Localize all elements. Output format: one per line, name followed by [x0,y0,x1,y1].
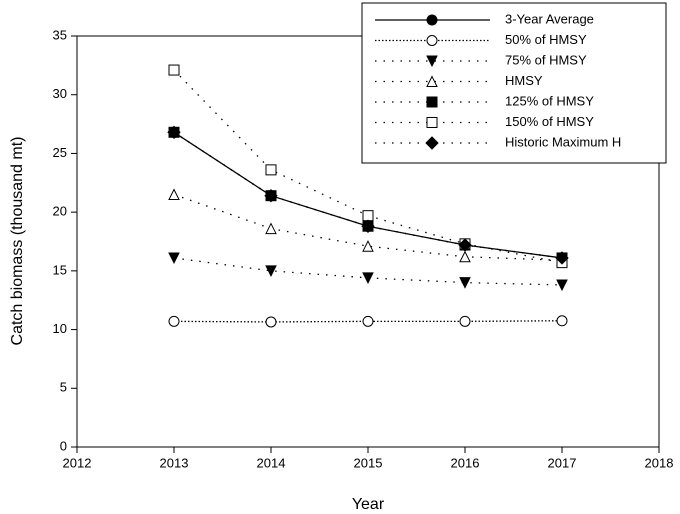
y-tick-label: 30 [53,86,67,101]
x-tick-label: 2016 [451,455,480,470]
legend-label: 125% of HMSY [505,93,594,108]
series-line [173,131,563,259]
legend-label: 150% of HMSY [505,114,594,129]
legend-marker [426,96,438,108]
legend-box [361,2,667,164]
marker [459,315,471,327]
marker [556,279,568,292]
y-tick-label: 35 [53,27,67,42]
x-tick-label: 2013 [160,455,189,470]
y-tick-label: 25 [53,145,67,160]
marker [555,251,569,265]
marker [556,315,568,327]
legend-marker [426,75,438,87]
y-axis-title: Catch biomass (thousand mt) [9,137,26,346]
marker [362,210,374,222]
x-tick-label: 2015 [354,455,383,470]
legend-label: 3-Year Average [505,11,594,26]
x-tick-label: 2018 [645,455,674,470]
series-line [173,193,563,261]
y-tick-label: 0 [60,438,67,453]
y-tick-label: 10 [53,321,67,336]
marker [362,315,374,327]
legend-label: HMSY [505,73,543,88]
legend-label: 75% of HMSY [505,52,587,67]
legend-marker [426,55,438,68]
marker [362,272,374,285]
marker [168,64,180,76]
marker [265,164,277,176]
legend-marker [426,14,438,26]
marker [265,316,277,328]
y-tick-label: 15 [53,262,67,277]
marker [362,240,374,252]
series-line [173,320,563,323]
legend-label: Historic Maximum H [505,134,621,149]
marker [361,219,375,233]
marker [265,222,277,235]
marker [168,188,180,201]
legend-marker [426,35,438,46]
marker [167,125,181,139]
legend-label: 50% of HMSY [505,32,587,47]
x-tick-label: 2017 [548,455,577,470]
marker [459,250,471,263]
x-tick-label: 2014 [257,455,286,470]
y-tick-label: 5 [60,380,67,395]
x-axis-title: Year [352,496,385,513]
marker [265,265,277,277]
marker [264,188,278,203]
legend-marker [426,117,438,128]
legend-marker [425,136,439,150]
x-tick-label: 2012 [63,455,92,470]
y-tick-label: 20 [53,204,67,219]
marker [459,277,471,289]
marker [168,315,180,327]
marker [458,238,472,252]
legend: 3-Year Average 50% of HMSY 75% of HMSY HMSY… [361,2,667,164]
marker [168,252,180,265]
